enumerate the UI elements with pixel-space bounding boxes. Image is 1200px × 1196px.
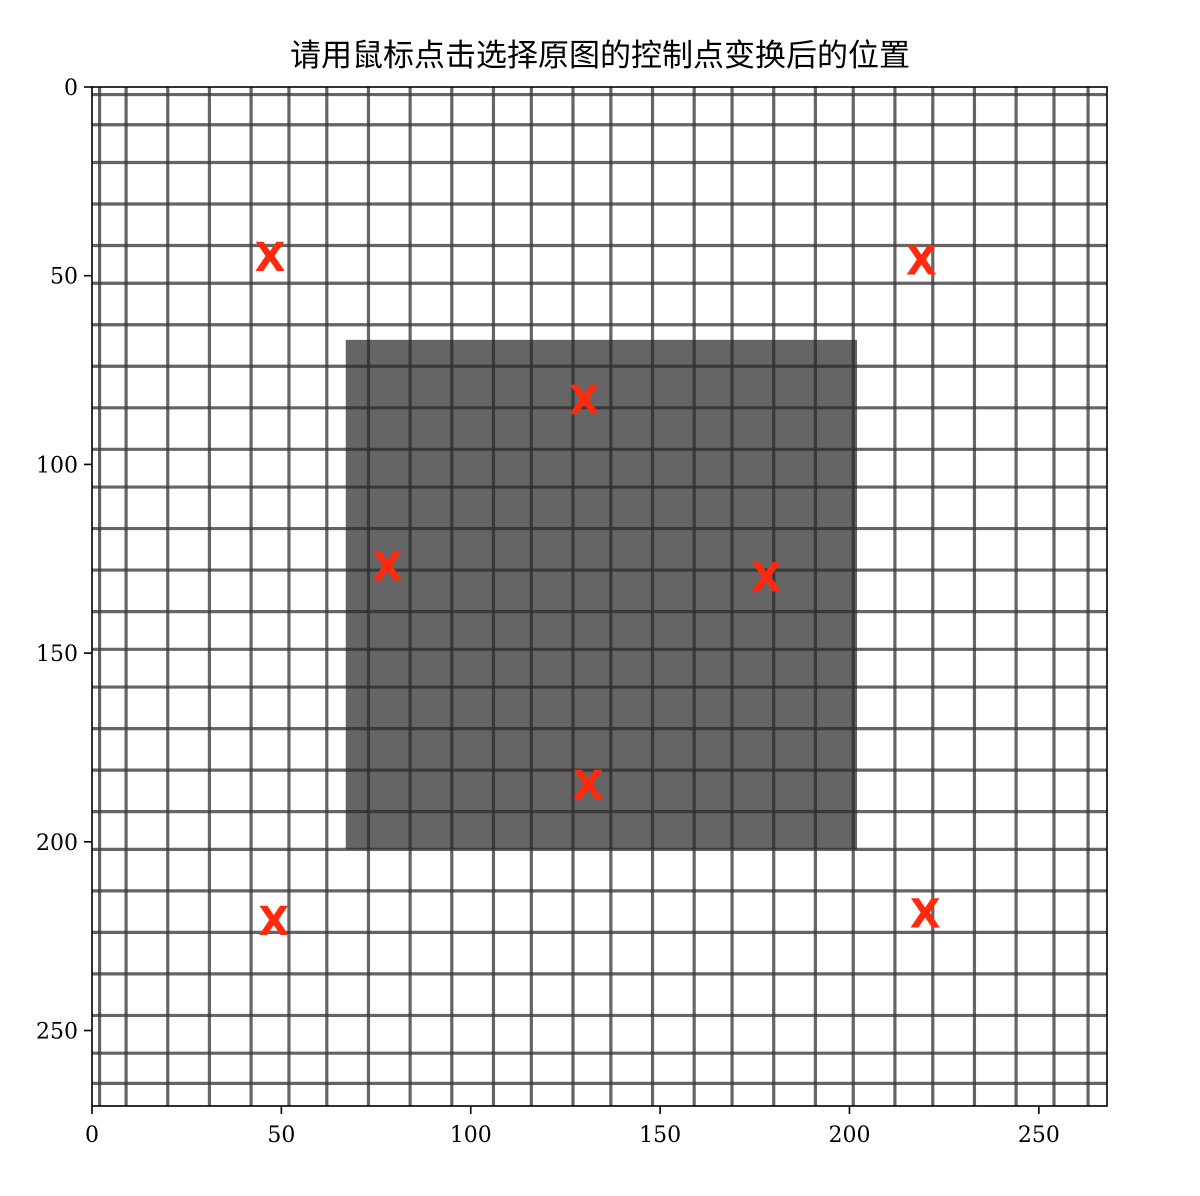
x-tick-label: 50 <box>267 1123 295 1148</box>
x-axis: 0 50 100 150 200 250 <box>85 1106 1060 1148</box>
y-tick-label: 150 <box>36 642 78 667</box>
y-tick-label: 200 <box>36 831 78 856</box>
marker-layer: X X X X X X X X <box>255 235 941 945</box>
x-tick-label: 200 <box>828 1123 870 1148</box>
y-axis: 0 50 100 150 200 250 <box>36 76 92 1045</box>
x-tick-label: 100 <box>450 1123 492 1148</box>
point-marker: X <box>573 763 604 809</box>
y-tick-label: 50 <box>50 265 78 290</box>
chart-title: 请用鼠标点击选择原图的控制点变换后的位置 <box>290 38 910 74</box>
x-tick-label: 250 <box>1018 1123 1060 1148</box>
plot-area[interactable]: X X X X X X X X <box>92 87 1107 1106</box>
point-marker: X <box>255 235 286 281</box>
point-marker: X <box>906 239 937 285</box>
point-marker: X <box>258 899 289 945</box>
x-tick-label: 0 <box>85 1123 99 1148</box>
point-marker: X <box>372 544 403 590</box>
y-tick-label: 0 <box>64 76 78 101</box>
point-marker: X <box>910 892 941 938</box>
x-tick-label: 150 <box>639 1123 681 1148</box>
axes-frame <box>91 86 1108 1107</box>
y-tick-label: 100 <box>36 453 78 478</box>
point-marker: X <box>751 556 782 602</box>
y-tick-label: 250 <box>36 1020 78 1045</box>
inner-dark-square <box>345 339 858 850</box>
point-marker: X <box>569 378 600 424</box>
